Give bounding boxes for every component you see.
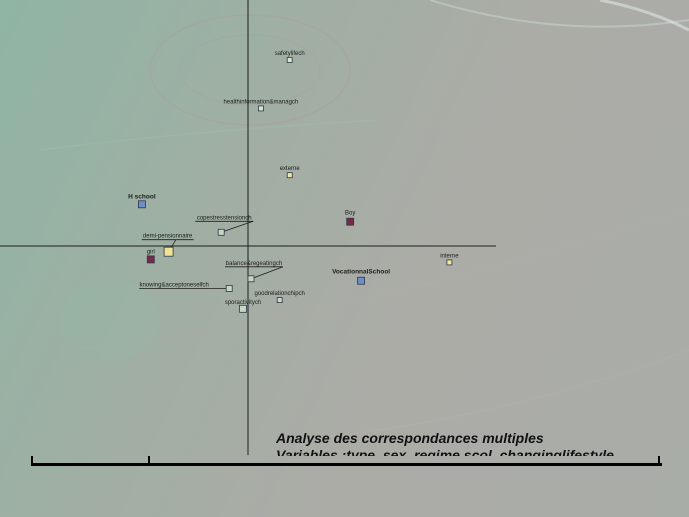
- point-label: healthinformation&managch: [224, 99, 299, 105]
- caption-variables: Variables :type, sex, regime scol, chang…: [276, 447, 614, 456]
- label-leader-line: [250, 266, 284, 280]
- data-point: [137, 200, 146, 209]
- data-point: [346, 217, 355, 226]
- point-label: copestresstensionch: [197, 215, 252, 221]
- scale-bar-tick: [148, 456, 150, 465]
- point-label: demi-pensionnaire: [143, 234, 193, 240]
- data-point: [247, 275, 255, 283]
- point-labels: safetylifech healthinformation&managch ext…: [128, 51, 459, 306]
- scale-bar-tick: [658, 456, 660, 465]
- data-point: [286, 172, 293, 179]
- point-label: interne: [440, 253, 459, 259]
- data-point: [239, 304, 247, 313]
- scale-bar-tick: [31, 456, 33, 465]
- data-point: [276, 297, 283, 304]
- scale-bar-line: [31, 463, 662, 466]
- point-label: H school: [128, 193, 156, 200]
- point-label: VocationnalSchool: [332, 269, 390, 276]
- point-label: goodrelationchipch: [255, 291, 305, 297]
- data-point: [257, 105, 264, 112]
- label-leader-line: [221, 220, 254, 233]
- leader-lines: [139, 220, 284, 289]
- caption-title: Analyse des correspondances multiples: [276, 430, 544, 446]
- point-label: safetylifech: [275, 51, 305, 57]
- point-label: balance&regeatingch: [226, 261, 282, 267]
- point-label: externe: [280, 166, 301, 172]
- point-label: sporactivitych: [225, 300, 261, 306]
- data-point: [146, 255, 155, 264]
- point-label: Boy: [345, 211, 355, 217]
- data-point: [446, 259, 453, 266]
- scale-bar: [31, 453, 662, 467]
- point-label: girl: [147, 249, 155, 255]
- point-label: knowing&acceptoneselfch: [140, 283, 209, 289]
- data-point: [217, 228, 225, 236]
- data-point: [225, 285, 233, 292]
- chart-caption: Analyse des correspondances multiples Va…: [276, 430, 656, 456]
- data-point: [286, 57, 293, 63]
- data-point: [357, 276, 366, 285]
- data-point: [163, 246, 174, 257]
- data-points: [137, 57, 453, 313]
